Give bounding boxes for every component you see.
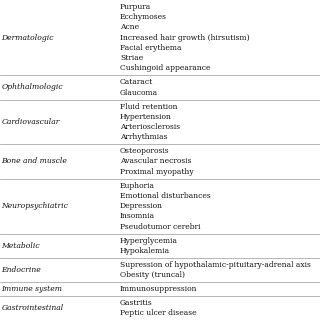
- Text: Hypertension: Hypertension: [120, 113, 172, 121]
- Text: Facial erythema: Facial erythema: [120, 44, 181, 52]
- Text: Peptic ulcer disease: Peptic ulcer disease: [120, 309, 196, 317]
- Text: Neuropsychiatric: Neuropsychiatric: [2, 202, 68, 210]
- Text: Hyperglycemia: Hyperglycemia: [120, 236, 178, 244]
- Text: Arrhythmias: Arrhythmias: [120, 133, 167, 141]
- Text: Emotional disturbances: Emotional disturbances: [120, 192, 211, 200]
- Text: Pseudotumor cerebri: Pseudotumor cerebri: [120, 223, 201, 231]
- Text: Fluid retention: Fluid retention: [120, 102, 178, 110]
- Text: Supression of hypothalamic-pituitary-adrenal axis: Supression of hypothalamic-pituitary-adr…: [120, 261, 311, 269]
- Text: Acne: Acne: [120, 23, 139, 31]
- Text: Metabolic: Metabolic: [2, 242, 40, 250]
- Text: Ophthalmologic: Ophthalmologic: [2, 84, 63, 92]
- Text: Glaucoma: Glaucoma: [120, 89, 158, 97]
- Text: Obesity (truncal): Obesity (truncal): [120, 271, 185, 279]
- Text: Cardiovascular: Cardiovascular: [2, 118, 60, 126]
- Text: Immune system: Immune system: [2, 285, 63, 293]
- Text: Avascular necrosis: Avascular necrosis: [120, 157, 191, 165]
- Text: Gastrointestinal: Gastrointestinal: [2, 304, 64, 312]
- Text: Increased hair growth (hirsutism): Increased hair growth (hirsutism): [120, 34, 250, 42]
- Text: Gastritis: Gastritis: [120, 299, 153, 307]
- Text: Cataract: Cataract: [120, 78, 153, 86]
- Text: Bone and muscle: Bone and muscle: [2, 157, 68, 165]
- Text: Purpura: Purpura: [120, 3, 151, 11]
- Text: Ecchymoses: Ecchymoses: [120, 13, 167, 21]
- Text: Dermatologic: Dermatologic: [2, 34, 54, 42]
- Text: Hypokalemia: Hypokalemia: [120, 247, 170, 255]
- Text: Cushingoid appearance: Cushingoid appearance: [120, 64, 211, 72]
- Text: Arteriosclerosis: Arteriosclerosis: [120, 123, 180, 131]
- Text: Endocrine: Endocrine: [2, 266, 41, 274]
- Text: Depression: Depression: [120, 202, 163, 210]
- Text: Insomnia: Insomnia: [120, 212, 155, 220]
- Text: Proximal myopathy: Proximal myopathy: [120, 168, 194, 176]
- Text: Euphoria: Euphoria: [120, 182, 155, 190]
- Text: Striae: Striae: [120, 54, 143, 62]
- Text: Osteoporosis: Osteoporosis: [120, 147, 170, 155]
- Text: Immunosuppression: Immunosuppression: [120, 285, 197, 293]
